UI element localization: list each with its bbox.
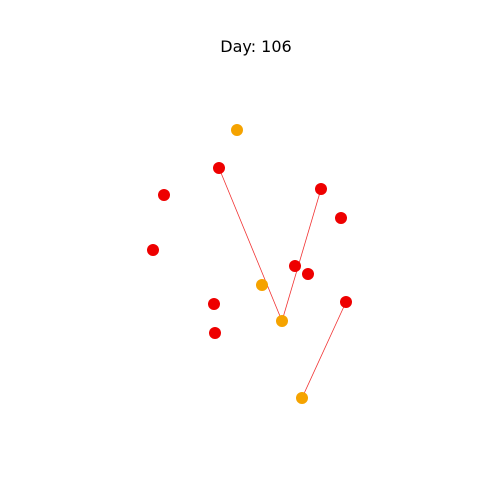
chart-title: Day: 106	[220, 37, 291, 56]
data-point-red	[208, 298, 220, 310]
data-point-red	[302, 268, 314, 280]
data-point-orange	[276, 315, 288, 327]
link-line	[281, 188, 322, 322]
data-point-red	[209, 327, 221, 339]
data-point-red	[147, 244, 159, 256]
data-point-red	[340, 296, 352, 308]
data-point-orange	[256, 279, 268, 291]
data-point-red	[213, 162, 225, 174]
data-point-red	[315, 183, 327, 195]
data-point-orange	[231, 124, 243, 136]
data-point-orange	[296, 392, 308, 404]
link-line	[301, 301, 347, 399]
links-layer	[218, 167, 347, 399]
data-point-red	[335, 212, 347, 224]
data-point-red	[289, 260, 301, 272]
points-layer	[147, 124, 352, 404]
link-line	[218, 167, 283, 322]
data-point-red	[158, 189, 170, 201]
